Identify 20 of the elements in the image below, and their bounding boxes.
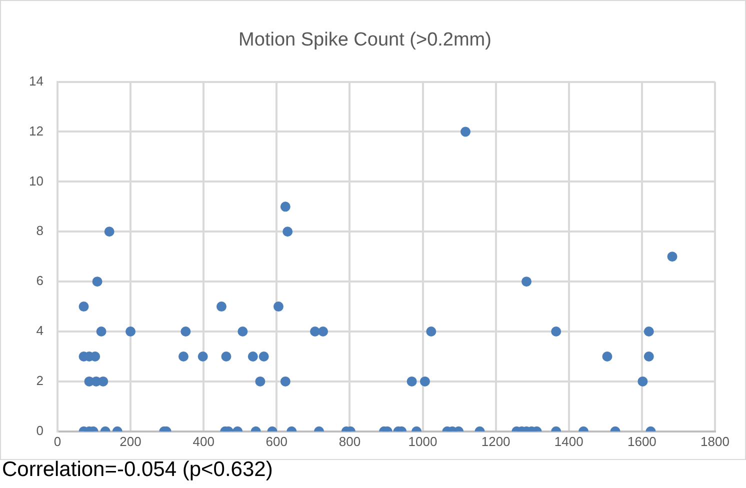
x-tick-label: 600: [266, 434, 288, 449]
x-tick-label: 400: [192, 434, 214, 449]
y-tick-label: 8: [36, 223, 44, 238]
y-tick-label: 4: [36, 323, 44, 338]
y-tick-label: 2: [36, 373, 44, 388]
text: Correlation=-0.054 (p<0.632): [2, 458, 273, 482]
x-tick-label: 1000: [408, 434, 438, 449]
y-tick-label: 14: [28, 73, 44, 88]
y-tick-label: 6: [36, 273, 44, 288]
x-tick-label: 1600: [627, 434, 656, 449]
x-tick-label: 1800: [700, 434, 730, 449]
x-tick-label: 800: [338, 434, 361, 449]
y-tick-label: 12: [28, 123, 44, 138]
x-tick-label: 1200: [481, 434, 510, 449]
x-tick-label: 200: [120, 434, 142, 449]
x-tick-label: 1400: [554, 434, 584, 449]
y-tick-label: 0: [36, 422, 44, 438]
chart-title: Motion Spike Count (>0.2mm): [238, 30, 492, 51]
y-tick-label: 10: [28, 173, 44, 188]
x-tick-label: 0: [54, 434, 62, 449]
